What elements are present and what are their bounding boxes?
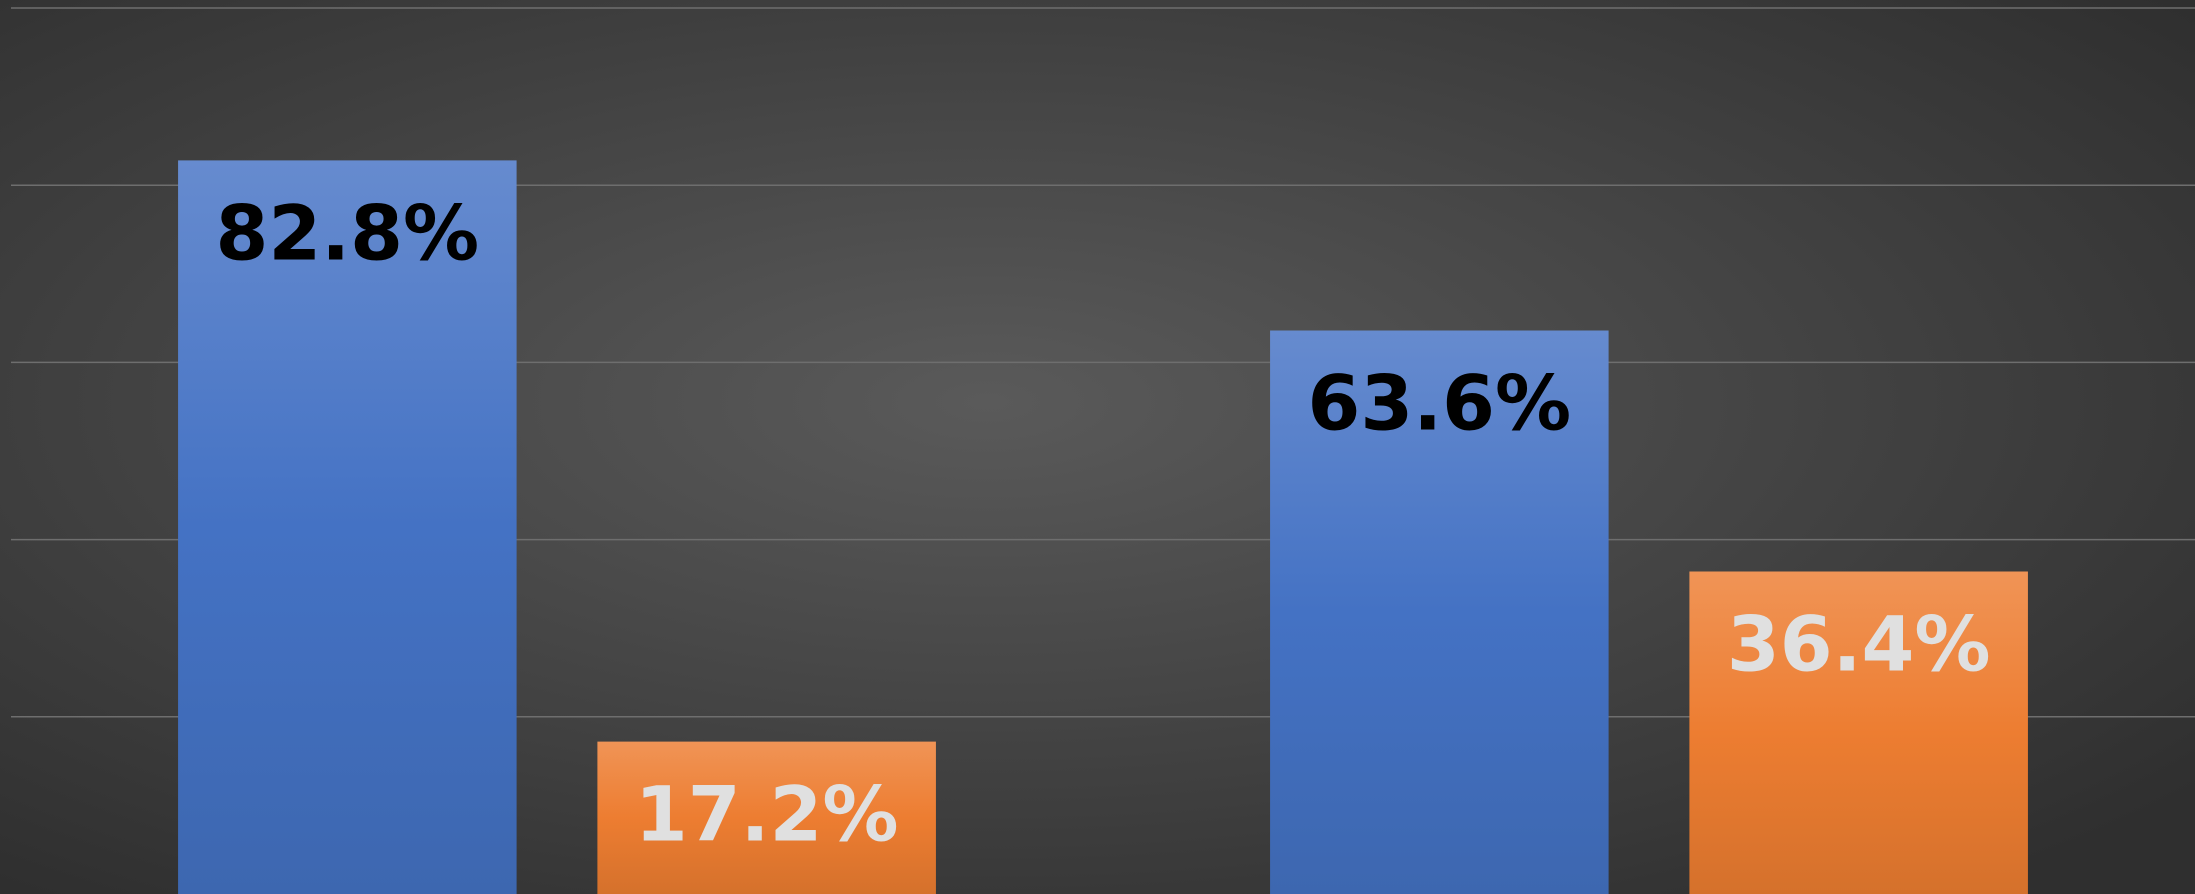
data-label: 36.4% [1727, 599, 1991, 688]
bar [1270, 330, 1609, 894]
data-label: 63.6% [1308, 358, 1572, 447]
bar [1689, 571, 2028, 894]
bar [597, 741, 936, 894]
data-label: 82.8% [216, 188, 480, 277]
bar [178, 160, 517, 894]
data-label: 17.2% [635, 770, 899, 859]
